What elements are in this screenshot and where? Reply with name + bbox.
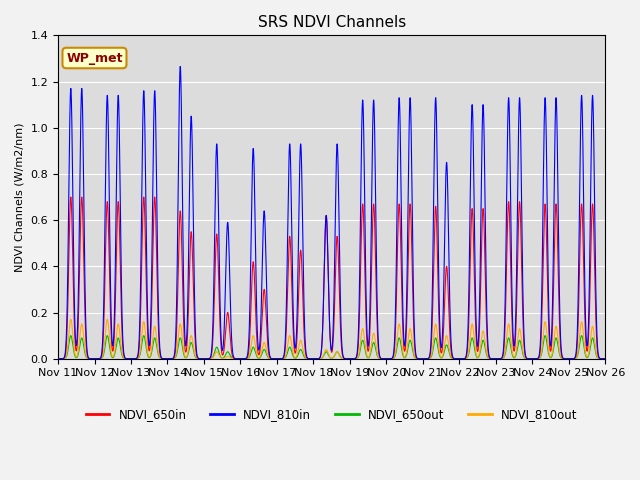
Text: WP_met: WP_met [66,51,123,64]
Y-axis label: NDVI Channels (W/m2/nm): NDVI Channels (W/m2/nm) [15,122,25,272]
Title: SRS NDVI Channels: SRS NDVI Channels [257,15,406,30]
Legend: NDVI_650in, NDVI_810in, NDVI_650out, NDVI_810out: NDVI_650in, NDVI_810in, NDVI_650out, NDV… [81,403,582,426]
